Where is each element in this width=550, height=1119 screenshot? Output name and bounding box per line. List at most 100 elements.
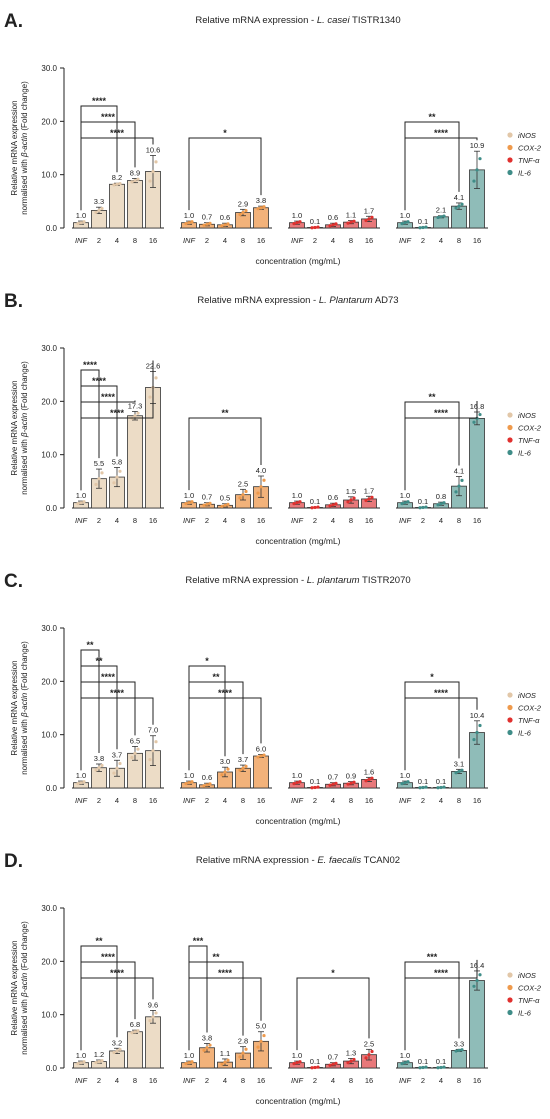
data-point [406,220,410,224]
data-label: 0.7 [328,773,338,782]
significance-bracket [80,121,136,211]
significance-label: **** [110,408,125,418]
data-point [259,485,263,489]
data-point [187,501,191,505]
data-label: 1.2 [94,1050,104,1059]
significance-bracket [80,137,154,211]
significance-label: **** [434,968,449,978]
data-point [424,225,428,229]
y-tick-label: 30.0 [41,344,57,353]
data-point [97,766,101,770]
significance-bracket [404,959,478,1051]
data-point [190,220,194,224]
data-label: 2.5 [238,479,248,488]
series-cox-2: 1.0 INF 0.7 2 0.6 4 2.9 8 3.8 16 * [180,128,272,245]
x-tick-label: 2 [421,796,425,805]
y-tick-label: 10.0 [41,171,57,180]
data-point [154,1011,158,1015]
bar [469,417,485,509]
y-tick-label: 20.0 [41,397,57,406]
legend-label: iNOS [518,971,536,980]
x-tick-label: INF [183,1076,196,1085]
series-tnf-: 1.0 INF 0.1 2 0.7 4 1.3 8 2.5 16 * [288,968,380,1085]
data-point [115,766,119,770]
data-point [205,1046,209,1050]
legend-label: TNF-α [518,156,540,165]
data-point [472,420,476,424]
data-point [154,376,158,380]
significance-label: **** [218,968,233,978]
data-label: 0.1 [418,777,428,786]
data-point [115,475,119,479]
data-label: 8.2 [112,173,122,182]
data-point [475,168,479,172]
significance-label: ** [428,112,436,122]
x-tick-label: 2 [313,236,317,245]
data-point [226,502,230,506]
x-tick-label: 8 [133,236,137,245]
legend-label: COX-2 [518,424,542,433]
data-point [115,182,119,186]
data-point [334,222,338,226]
panel-d: D. Relative mRNA expression - E. faecalis… [4,851,542,1106]
significance-bracket [404,137,478,211]
significance-label: ** [95,656,103,666]
y-axis-label-line1: Relative mRNA expression [10,660,19,755]
data-point [424,785,428,789]
data-point [100,471,104,475]
y-axis-label-gene: β-actin [20,412,29,438]
data-point [436,215,440,220]
x-tick-label: INF [399,236,412,245]
data-label: 7.0 [148,726,158,735]
x-tick-label: 16 [149,1076,157,1085]
bar [433,216,449,229]
x-tick-label: 16 [257,796,265,805]
x-tick-label: 2 [421,1076,425,1085]
data-point [352,780,356,784]
legend-label: iNOS [518,131,536,140]
series-tnf-: 1.0 INF 0.1 2 0.6 4 1.5 8 1.7 16 [288,486,380,525]
x-tick-label: 8 [241,796,245,805]
x-tick-label: INF [291,1076,304,1085]
significance-bracket [80,681,136,771]
legend-swatch [507,132,513,138]
data-point [238,496,242,500]
data-label: 1.0 [292,491,302,500]
series-inos: 1.0INF5.525.8417.3822.616***************… [72,360,164,525]
data-label: 0.7 [202,213,212,222]
legend-swatch [507,692,513,698]
x-tick-label: 4 [331,796,335,805]
data-point [457,1048,461,1052]
data-label: 1.0 [184,211,194,220]
data-label: 1.1 [220,1049,230,1058]
data-point [334,1061,338,1065]
data-point [130,755,134,760]
data-point [112,481,116,485]
significance-label: ** [428,392,436,402]
data-label: 0.1 [418,1057,428,1066]
x-tick-label: 4 [223,516,227,525]
data-point [298,220,302,224]
data-point [328,224,332,228]
data-point [226,222,230,226]
x-tick-label: 8 [457,236,461,245]
x-tick-label: 16 [149,236,157,245]
data-point [364,1056,368,1060]
significance-bracket [80,400,136,491]
data-point [202,1048,206,1052]
significance-label: **** [101,952,116,962]
data-point [439,785,443,790]
data-point [79,501,83,505]
data-point [184,1062,188,1066]
x-tick-label: 2 [313,796,317,805]
data-point [346,1061,350,1065]
x-tick-label: 4 [331,236,335,245]
data-point [241,210,245,215]
data-label: 3.7 [238,755,248,764]
data-point [241,1051,245,1055]
data-point [82,500,86,504]
data-point [364,218,368,223]
data-point [292,1062,296,1066]
y-tick-label: 0.0 [46,224,58,233]
x-tick-label: 16 [257,516,265,525]
